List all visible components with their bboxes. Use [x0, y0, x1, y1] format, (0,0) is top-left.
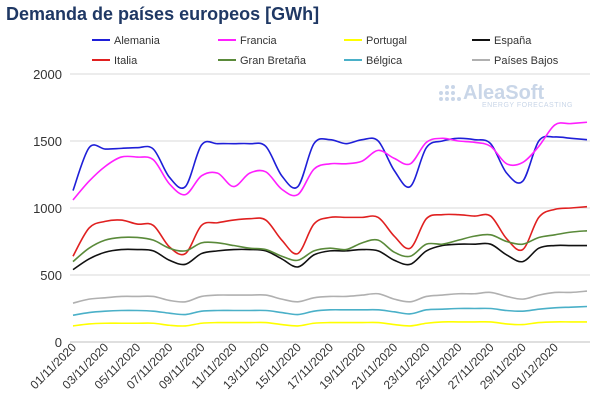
- series-line: [72, 242, 587, 271]
- series-line: [72, 135, 588, 191]
- legend-entry: España: [494, 35, 532, 47]
- legend-entry: Francia: [240, 35, 278, 47]
- y-tick-label: 1500: [33, 134, 62, 149]
- gridlines: [70, 73, 590, 343]
- legend-entry: Alemania: [114, 35, 161, 47]
- y-tick-label: 0: [55, 335, 62, 350]
- aleasoft-logo-subtext: ENERGY FORECASTING: [482, 102, 573, 109]
- legend-entry: Italia: [114, 55, 138, 67]
- series-line: [72, 305, 588, 316]
- chart-title: Demanda de países europeos [GWh]: [6, 4, 319, 24]
- series-line: [72, 121, 588, 201]
- legend: Alemania Francia Portugal España Italia Gran …: [92, 35, 559, 67]
- series-line: [72, 290, 588, 304]
- aleasoft-logo-icon: [439, 85, 461, 101]
- legend-entry: Gran Bretaña: [240, 55, 307, 67]
- aleasoft-logo: AleaSoft ENERGY FORECASTING: [439, 82, 573, 109]
- series-line: [72, 205, 588, 257]
- legend-entry: Portugal: [366, 35, 407, 47]
- y-tick-label: 1000: [33, 201, 62, 216]
- y-axis: 0 500 1000 1500 2000: [33, 67, 62, 350]
- series-line: [72, 229, 588, 263]
- aleasoft-logo-text: AleaSoft: [463, 82, 544, 104]
- y-tick-label: 2000: [33, 67, 62, 82]
- series-lines: [72, 121, 588, 327]
- y-tick-label: 500: [40, 268, 62, 283]
- series-line: [72, 320, 587, 327]
- legend-entry: Países Bajos: [494, 55, 559, 67]
- legend-entry: Bélgica: [366, 55, 403, 67]
- x-axis: 01/11/202003/11/202005/11/202007/11/2020…: [27, 340, 590, 393]
